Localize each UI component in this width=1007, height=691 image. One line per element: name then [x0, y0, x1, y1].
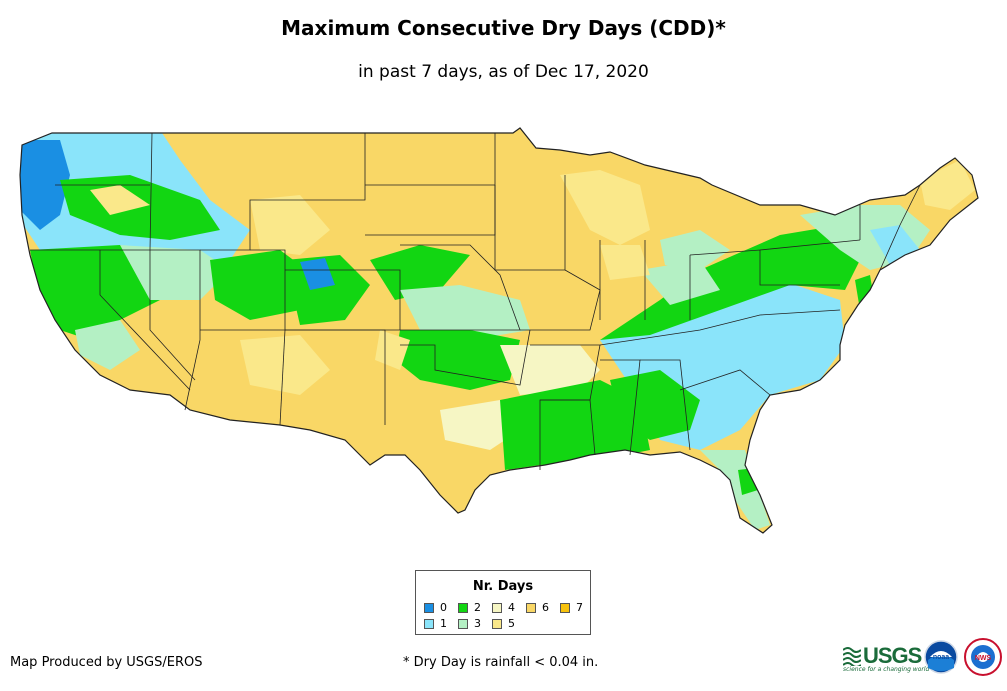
map-subtitle: in past 7 days, as of Dec 17, 2020 — [358, 62, 649, 82]
legend-label-6: 6 — [542, 601, 549, 614]
usgs-wave-icon — [843, 647, 861, 666]
legend-label-2: 2 — [474, 601, 481, 614]
legend-item-5: 5 — [492, 617, 515, 630]
usgs-logo: USGS — [843, 643, 922, 669]
legend-label-0: 0 — [440, 601, 447, 614]
noaa-logo-text: noaa — [933, 654, 949, 661]
footnote-text: * Dry Day is rainfall < 0.04 in. — [403, 655, 599, 670]
credit-text: Map Produced by USGS/EROS — [10, 655, 203, 670]
noaa-logo-icon: noaa — [924, 640, 958, 674]
us-border — [19, 127, 979, 534]
legend-swatch-0 — [424, 602, 434, 613]
legend-label-7: 7 — [576, 601, 583, 614]
legend-title: Nr. Days — [472, 579, 534, 594]
legend-item-3: 3 — [458, 617, 481, 630]
us-map-svg — [19, 127, 979, 534]
legend-item-2: 2 — [458, 601, 481, 614]
map-title: Maximum Consecutive Dry Days (CDD)* — [281, 16, 726, 40]
legend-swatch-4 — [492, 602, 502, 613]
usgs-tagline: science for a changing world — [843, 666, 930, 673]
state-borders — [30, 132, 921, 470]
legend-item-0: 0 — [424, 601, 447, 614]
legend-label-3: 3 — [474, 617, 481, 630]
legend-swatch-3 — [458, 618, 468, 629]
legend: Nr. Days 0 1 2 3 4 5 6 7 — [415, 570, 591, 635]
legend-item-4: 4 — [492, 601, 515, 614]
legend-item-6: 6 — [526, 601, 549, 614]
legend-label-4: 4 — [508, 601, 515, 614]
legend-swatch-5 — [492, 618, 502, 629]
cdd-map — [10, 120, 1000, 550]
legend-label-5: 5 — [508, 617, 515, 630]
nws-logo-text: NWS — [975, 655, 992, 662]
dry-days-fill — [20, 128, 978, 533]
nws-logo-icon: NWS — [964, 638, 1002, 676]
legend-swatch-7 — [560, 602, 570, 613]
legend-label-1: 1 — [440, 617, 447, 630]
legend-swatch-1 — [424, 618, 434, 629]
legend-item-1: 1 — [424, 617, 447, 630]
legend-swatch-2 — [458, 602, 468, 613]
legend-item-7: 7 — [560, 601, 583, 614]
usgs-logo-text: USGS — [863, 643, 922, 668]
legend-swatch-6 — [526, 602, 536, 613]
